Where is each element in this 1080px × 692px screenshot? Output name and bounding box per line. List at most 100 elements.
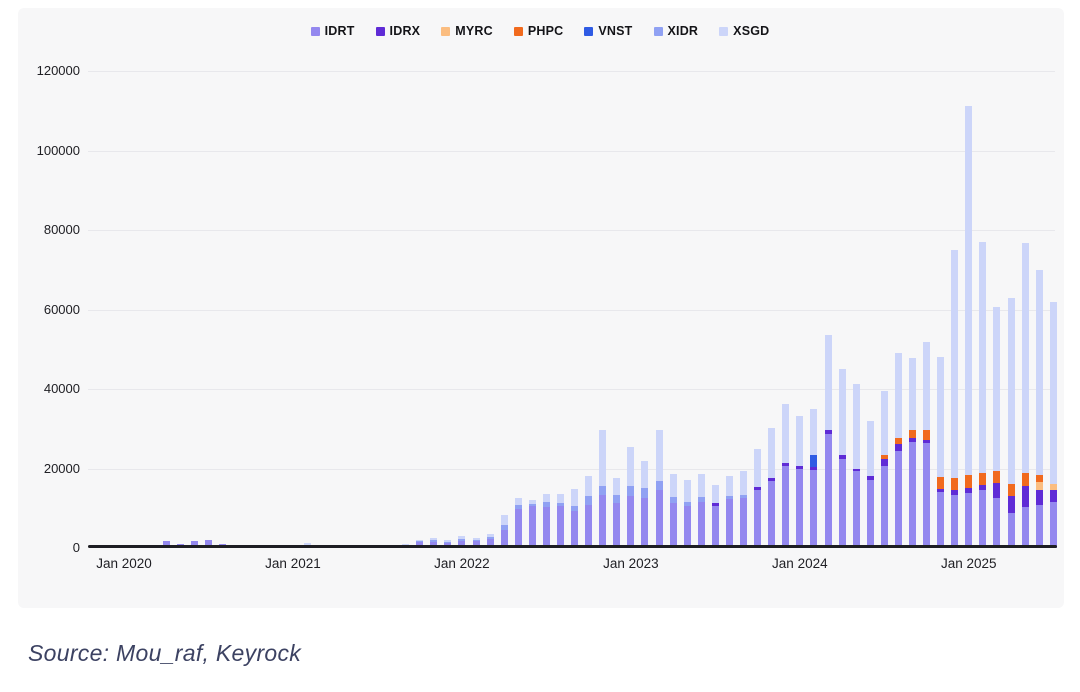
bar-2024-06[interactable] bbox=[866, 420, 874, 548]
bar-segment-IDRX bbox=[782, 462, 790, 467]
bar-segment-IDRT bbox=[782, 466, 790, 548]
bar-2021-11[interactable] bbox=[430, 538, 438, 548]
bar-2025-06[interactable] bbox=[1035, 270, 1043, 548]
bar-segment-IDRT bbox=[627, 496, 635, 548]
bar-2022-02[interactable] bbox=[472, 537, 480, 548]
bar-2025-07[interactable] bbox=[1049, 301, 1057, 548]
bar-2022-07[interactable] bbox=[542, 493, 550, 548]
legend-item-IDRT[interactable]: IDRT bbox=[310, 24, 355, 38]
gridline-120000 bbox=[88, 71, 1055, 72]
bar-2024-03[interactable] bbox=[824, 334, 832, 548]
bar-2020-06[interactable] bbox=[190, 540, 198, 548]
bar-2023-02[interactable] bbox=[641, 460, 649, 548]
bar-2023-03[interactable] bbox=[655, 430, 663, 548]
bar-segment-IDRT bbox=[599, 494, 607, 548]
bar-segment-XSGD bbox=[641, 460, 649, 488]
bar-segment-PHPC bbox=[1021, 472, 1029, 487]
bar-2022-05[interactable] bbox=[514, 497, 522, 548]
bar-2023-04[interactable] bbox=[669, 474, 677, 548]
bar-2020-04[interactable] bbox=[162, 540, 170, 548]
bar-2025-01[interactable] bbox=[965, 106, 973, 548]
bar-2020-07[interactable] bbox=[204, 540, 212, 548]
bar-segment-IDRT bbox=[697, 501, 705, 548]
bar-segment-VNST bbox=[810, 454, 818, 468]
bar-segment-IDRT bbox=[430, 541, 438, 548]
bar-2025-02[interactable] bbox=[979, 241, 987, 548]
bar-2023-01[interactable] bbox=[627, 447, 635, 548]
bar-2022-01[interactable] bbox=[458, 536, 466, 548]
bar-2023-06[interactable] bbox=[697, 473, 705, 548]
bar-segment-XSGD bbox=[838, 369, 846, 456]
legend-item-XSGD[interactable]: XSGD bbox=[719, 24, 769, 38]
bar-2022-06[interactable] bbox=[528, 499, 536, 548]
bar-2023-05[interactable] bbox=[683, 479, 691, 548]
bar-2023-08[interactable] bbox=[725, 475, 733, 548]
bar-segment-IDRX bbox=[937, 488, 945, 492]
bar-2023-10[interactable] bbox=[754, 449, 762, 548]
bar-segment-XSGD bbox=[725, 475, 733, 496]
bar-segment-XSGD bbox=[1049, 301, 1057, 485]
bar-2023-09[interactable] bbox=[740, 471, 748, 548]
bar-2023-11[interactable] bbox=[768, 427, 776, 548]
legend-label: PHPC bbox=[527, 24, 564, 38]
bar-2022-10[interactable] bbox=[585, 476, 593, 548]
bar-2025-03[interactable] bbox=[993, 307, 1001, 548]
y-axis-label-20000: 20000 bbox=[43, 460, 80, 476]
bar-2024-11[interactable] bbox=[937, 357, 945, 548]
legend-swatch-IDRT bbox=[310, 26, 320, 36]
bar-2022-11[interactable] bbox=[599, 430, 607, 548]
bar-segment-IDRT bbox=[683, 505, 691, 548]
bar-2022-04[interactable] bbox=[500, 515, 508, 548]
x-axis-label-jan-2023: Jan 2023 bbox=[603, 556, 659, 571]
bar-segment-IDRX bbox=[880, 459, 888, 466]
chart-card bbox=[18, 8, 1064, 608]
bar-segment-XSGD bbox=[1021, 242, 1029, 473]
bar-2023-07[interactable] bbox=[711, 484, 719, 548]
legend-item-XIDR[interactable]: XIDR bbox=[653, 24, 699, 38]
bar-segment-XIDR bbox=[416, 541, 424, 543]
legend-item-PHPC[interactable]: PHPC bbox=[513, 24, 564, 38]
bar-segment-XIDR bbox=[500, 524, 508, 530]
bar-segment-XIDR bbox=[472, 540, 480, 542]
bar-2022-08[interactable] bbox=[556, 493, 564, 548]
bar-2024-05[interactable] bbox=[852, 384, 860, 548]
bar-segment-XSGD bbox=[556, 493, 564, 503]
bar-2024-04[interactable] bbox=[838, 369, 846, 548]
bar-2024-08[interactable] bbox=[894, 352, 902, 548]
bar-2024-02[interactable] bbox=[810, 409, 818, 548]
bar-segment-XIDR bbox=[486, 537, 494, 539]
bar-2024-09[interactable] bbox=[908, 358, 916, 548]
gridline-80000 bbox=[88, 230, 1055, 231]
bar-2022-09[interactable] bbox=[571, 489, 579, 548]
bar-segment-XSGD bbox=[908, 358, 916, 430]
bar-segment-XSGD bbox=[669, 474, 677, 498]
bar-segment-IDRT bbox=[908, 442, 916, 548]
y-axis-label-40000: 40000 bbox=[43, 381, 80, 396]
bar-2024-10[interactable] bbox=[923, 341, 931, 548]
bar-2023-12[interactable] bbox=[782, 404, 790, 548]
bar-segment-MYRC bbox=[1049, 484, 1057, 490]
bar-segment-XSGD bbox=[796, 416, 804, 467]
bar-segment-IDRT bbox=[993, 497, 1001, 548]
bar-2024-01[interactable] bbox=[796, 416, 804, 548]
bar-segment-XSGD bbox=[585, 476, 593, 497]
legend-item-MYRC[interactable]: MYRC bbox=[441, 24, 493, 38]
bar-2025-05[interactable] bbox=[1021, 242, 1029, 548]
bar-2025-04[interactable] bbox=[1007, 297, 1015, 548]
bar-2022-12[interactable] bbox=[613, 478, 621, 548]
bar-segment-XIDR bbox=[430, 540, 438, 542]
bar-2022-03[interactable] bbox=[486, 534, 494, 548]
legend-item-IDRX[interactable]: IDRX bbox=[375, 24, 421, 38]
x-axis-label-jan-2021: Jan 2021 bbox=[265, 556, 321, 571]
legend-swatch-MYRC bbox=[441, 26, 451, 36]
bar-2024-07[interactable] bbox=[880, 391, 888, 548]
bar-segment-IDRT bbox=[613, 503, 621, 548]
bar-segment-IDRT bbox=[514, 509, 522, 548]
bar-2024-12[interactable] bbox=[951, 250, 959, 548]
y-axis-label-80000: 80000 bbox=[43, 222, 80, 237]
legend-item-VNST[interactable]: VNST bbox=[584, 24, 632, 38]
legend-label: VNST bbox=[598, 24, 633, 38]
legend-swatch-IDRX bbox=[375, 26, 385, 36]
bar-segment-XSGD bbox=[416, 539, 424, 542]
